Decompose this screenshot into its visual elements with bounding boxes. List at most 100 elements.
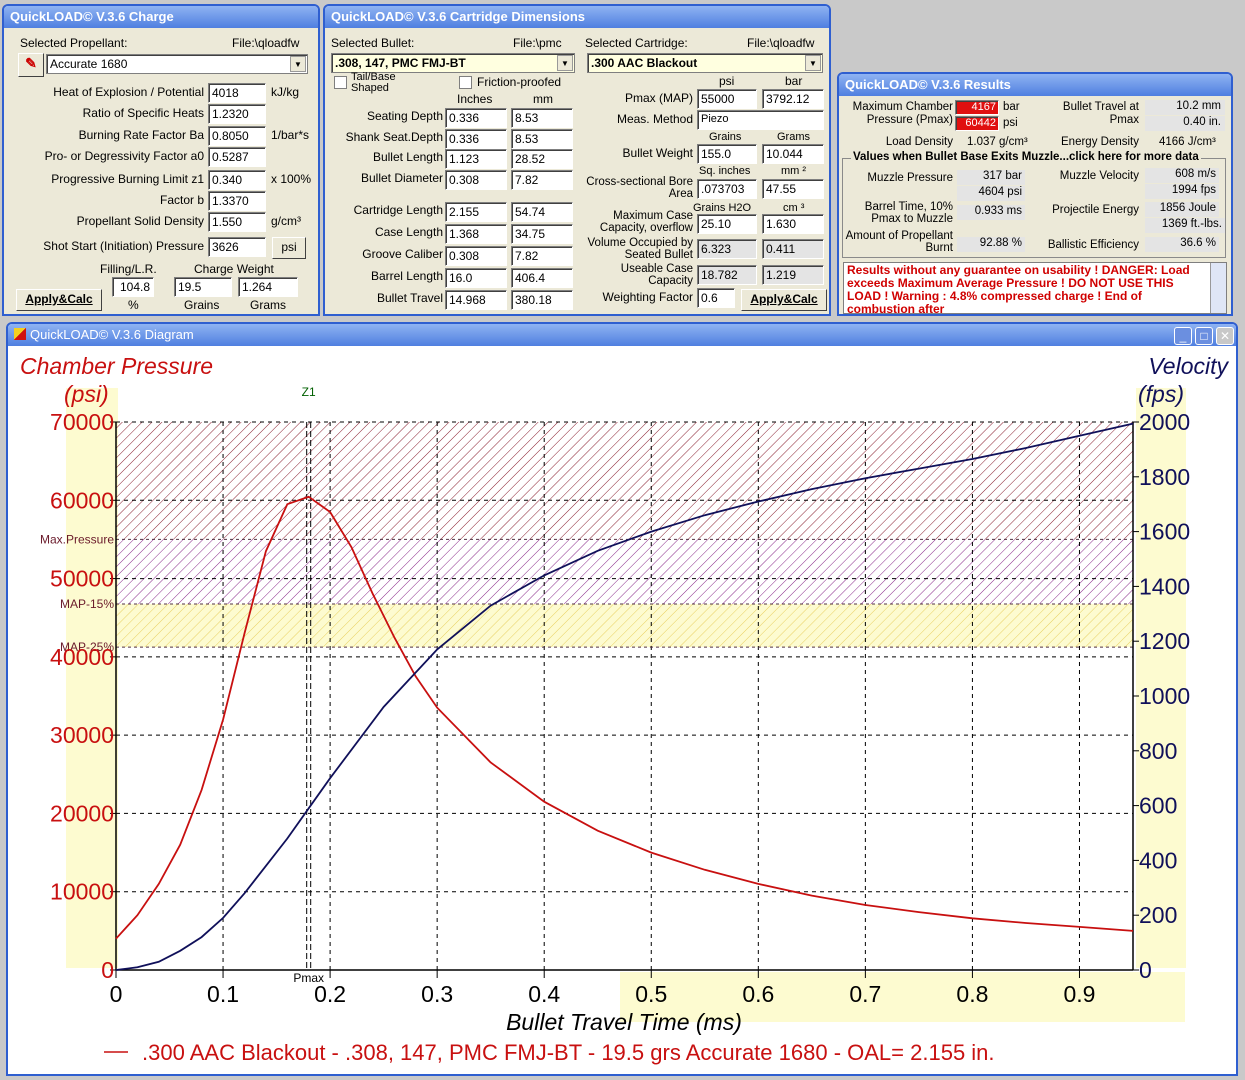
dimension-inches-field[interactable]: 0.336 <box>445 108 507 128</box>
dimension-inches-field[interactable]: 0.308 <box>445 170 507 190</box>
dimension-mm-field[interactable]: 7.82 <box>511 170 573 190</box>
charge-window: QuickLOAD© V.3.6 Charge Selected Propell… <box>2 4 320 316</box>
charge-row-field[interactable]: 0.5287 <box>208 147 266 167</box>
tail-base-checkbox[interactable] <box>334 76 347 89</box>
chevron-down-icon[interactable]: ▼ <box>557 55 573 71</box>
y-left-tick-label: 50000 <box>50 566 114 592</box>
minimize-icon[interactable]: _ <box>1174 327 1192 345</box>
dimension-mm-field[interactable]: 380.18 <box>511 290 573 310</box>
charge-row-unit: kJ/kg <box>271 85 300 99</box>
muzzle-values-link[interactable]: Values when Bullet Base Exits Muzzle...c… <box>851 151 1201 163</box>
charge-weight-label: Charge Weight <box>194 262 274 276</box>
dimension-mm-field[interactable]: 7.82 <box>511 246 573 266</box>
close-icon[interactable]: ✕ <box>1216 327 1234 345</box>
dimension-row-label: Seating Depth <box>366 109 443 123</box>
y-left-tick-label: 40000 <box>50 644 114 670</box>
volume-occupied-cm3: 0.411 <box>762 239 824 259</box>
charge-row-label: Ratio of Specific Heats <box>82 106 204 120</box>
psi-button[interactable]: psi <box>272 237 306 259</box>
weighting-factor-field[interactable]: 0.6 <box>697 288 735 308</box>
friction-proofed-checkbox[interactable] <box>459 76 472 89</box>
bore-area-sqin-field[interactable]: .073703 <box>697 179 757 199</box>
y-right-tick-label: 2000 <box>1139 409 1190 435</box>
grains-field[interactable]: 19.5 <box>174 277 232 297</box>
dimension-inches-field[interactable]: 0.336 <box>445 129 507 149</box>
dimension-inches-field[interactable]: 0.308 <box>445 246 507 266</box>
y-left-tick-label: 60000 <box>50 487 114 513</box>
charge-row-field[interactable]: 4018 <box>208 83 266 103</box>
dimension-mm-field[interactable]: 8.53 <box>511 108 573 128</box>
bar-header: bar <box>785 74 803 88</box>
dimension-mm-field[interactable]: 34.75 <box>511 224 573 244</box>
shot-start-field[interactable]: 3626 <box>208 237 266 257</box>
psi-unit: psi <box>1003 117 1018 129</box>
max-case-cm3-field[interactable]: 1.630 <box>762 214 824 234</box>
charge-row-field[interactable]: 0.340 <box>208 170 266 190</box>
bullet-select[interactable]: .308, 147, PMC FMJ-BT ▼ <box>331 53 575 73</box>
chevron-down-icon[interactable]: ▼ <box>805 55 821 71</box>
y-right-tick-label: 1600 <box>1139 519 1190 545</box>
right-axis-highlight <box>1136 388 1186 968</box>
x-tick-label: 0.5 <box>635 981 667 1007</box>
charge-row-field[interactable]: 0.8050 <box>208 126 266 146</box>
dimension-inches-field[interactable]: 16.0 <box>445 268 507 288</box>
meas-method-field[interactable]: Piezo <box>697 110 824 130</box>
x-tick-label: 0.8 <box>956 981 988 1007</box>
dimension-mm-field[interactable]: 406.4 <box>511 268 573 288</box>
dimension-mm-field[interactable]: 8.53 <box>511 129 573 149</box>
warning-text-box[interactable]: Results without any guarantee on usabili… <box>843 262 1227 316</box>
charge-row-field[interactable]: 1.3370 <box>208 191 266 211</box>
x-tick-label: 0.1 <box>207 981 239 1007</box>
max-case-grains-field[interactable]: 25.10 <box>697 214 757 234</box>
max-pressure-zone <box>116 422 1133 540</box>
dimension-inches-field[interactable]: 1.368 <box>445 224 507 244</box>
maximize-icon[interactable]: □ <box>1195 327 1213 345</box>
dimension-inches-field[interactable]: 14.968 <box>445 290 507 310</box>
dimensions-window-title: QuickLOAD© V.3.6 Cartridge Dimensions <box>325 6 829 28</box>
dimension-mm-field[interactable]: 28.52 <box>511 149 573 169</box>
y-left-tick-label: 10000 <box>50 879 114 905</box>
warning-scrollbar[interactable] <box>1210 263 1226 313</box>
bullet-file-label: File:\pmc <box>513 36 562 50</box>
max-pressure-label: Maximum Chamber Pressure (Pmax) <box>852 101 953 126</box>
propellant-select[interactable]: Accurate 1680 ▼ <box>46 54 308 74</box>
grains-header: Grains <box>709 131 742 143</box>
charge-row-field[interactable]: 1.2320 <box>208 104 266 124</box>
ballistic-efficiency-value: 36.6 % <box>1145 237 1219 252</box>
charge-row-label: Burning Rate Factor Ba <box>78 128 204 142</box>
charge-row-unit: x 100% <box>271 172 312 186</box>
charge-window-title: QuickLOAD© V.3.6 Charge <box>4 6 318 28</box>
bullet-weight-grams-field[interactable]: 10.044 <box>762 144 824 164</box>
pencil-icon: ✎ <box>25 55 37 71</box>
cartridge-select[interactable]: .300 AAC Blackout ▼ <box>587 53 823 73</box>
dimension-inches-field[interactable]: 2.155 <box>445 202 507 222</box>
meas-method-label: Meas. Method <box>616 112 693 126</box>
dimension-row-label: Bullet Diameter <box>360 171 443 185</box>
dimension-inches-field[interactable]: 1.123 <box>445 149 507 169</box>
muzzle-velocity-label: Muzzle Velocity <box>1059 170 1139 182</box>
dimension-row-label: Bullet Travel <box>376 291 443 305</box>
propellant-edit-button[interactable]: ✎ <box>18 53 44 77</box>
pmax-marker-label: Pmax <box>293 971 324 985</box>
bullet-weight-grains-field[interactable]: 155.0 <box>697 144 757 164</box>
filling-field[interactable]: 104.8 <box>112 277 154 297</box>
bore-area-mm2-field[interactable]: 47.55 <box>762 179 824 199</box>
muzzle-pressure-psi: 4604 psi <box>957 186 1025 201</box>
chevron-down-icon[interactable]: ▼ <box>290 56 306 72</box>
grams-field[interactable]: 1.264 <box>238 277 298 297</box>
pmax-psi-field[interactable]: 55000 <box>697 89 757 109</box>
charge-row-unit: g/cm³ <box>271 214 301 228</box>
useable-capacity-label: Useable Case Capacity <box>620 263 693 287</box>
projectile-energy-joule: 1856 Joule <box>1145 202 1219 217</box>
apply-calc-button[interactable]: Apply&Calc <box>741 289 827 311</box>
y-left-tick-label: 70000 <box>50 409 114 435</box>
legend-label: .300 AAC Blackout - .308, 147, PMC FMJ-B… <box>142 1040 995 1065</box>
grams-header: Grams <box>777 131 810 143</box>
charge-row-label: Propellant Solid Density <box>76 214 204 228</box>
dimension-mm-field[interactable]: 54.74 <box>511 202 573 222</box>
volume-occupied-label: Volume Occupied by Seated Bullet <box>587 237 693 261</box>
charge-row-field[interactable]: 1.550 <box>208 212 266 232</box>
map25-zone <box>116 604 1133 648</box>
apply-calc-button[interactable]: Apply&Calc <box>16 289 102 311</box>
pmax-bar-field[interactable]: 3792.12 <box>762 89 824 109</box>
